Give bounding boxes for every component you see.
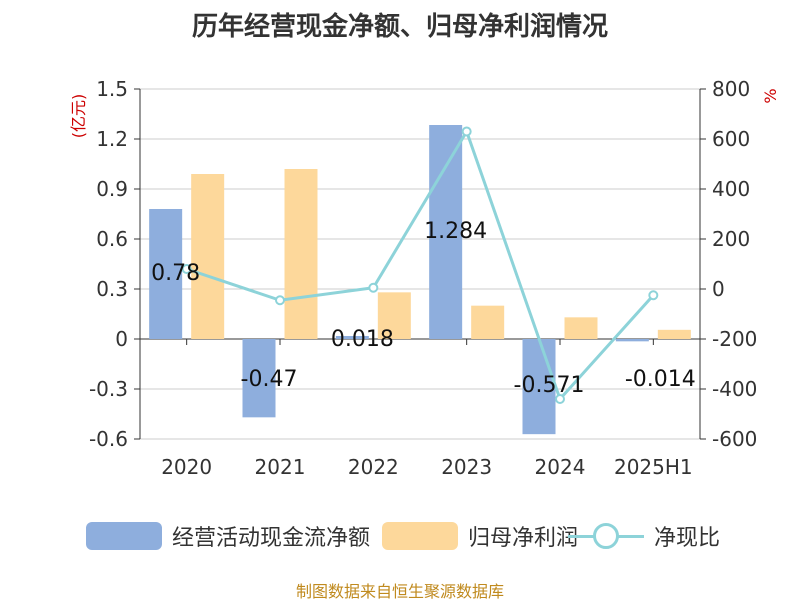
x-axis-tick-label: 2025H1 bbox=[614, 455, 693, 479]
source-note: 制图数据来自恒生聚源数据库 bbox=[295, 582, 504, 601]
legend-swatch-net-profit bbox=[382, 522, 458, 550]
bar-net-profit bbox=[191, 174, 225, 339]
x-axis-tick-label: 2023 bbox=[441, 455, 492, 479]
right-axis-label: % bbox=[761, 88, 780, 103]
bar-net-profit bbox=[657, 329, 691, 339]
chart-canvas: -0.6 -0.3 0 0.3 0.6 0.9 1.2 1.5 -600 -400 -200 0 200… bbox=[69, 77, 780, 479]
legend-swatch-operating-cash-flow bbox=[86, 522, 162, 550]
legend: 经营活动现金流净额 归母净利润 净现比 bbox=[0, 518, 800, 554]
legend-item-operating-cash-flow[interactable]: 经营活动现金流净额 bbox=[86, 518, 370, 554]
bar-operating-cash-flow bbox=[522, 339, 556, 435]
point-cash-ratio bbox=[648, 290, 659, 301]
left-axis-label: (亿元) bbox=[69, 94, 88, 139]
left-axis-tick-label: 0.9 bbox=[96, 177, 128, 201]
data-label-operating-cash-flow: 0.78 bbox=[151, 261, 200, 286]
bar-net-profit bbox=[284, 169, 318, 339]
left-axis-tick-label: 1.5 bbox=[96, 77, 128, 101]
right-axis-tick-label: -200 bbox=[712, 327, 757, 351]
bar-operating-cash-flow bbox=[149, 209, 183, 339]
right-axis-tick-label: 0 bbox=[712, 277, 725, 301]
line-cash-ratio bbox=[186, 127, 655, 402]
x-axis-tick-label: 2020 bbox=[161, 455, 212, 479]
point-cash-ratio bbox=[181, 264, 192, 274]
legend-item-net-profit[interactable]: 归母净利润 bbox=[382, 518, 578, 554]
left-axis-tick-label: -0.6 bbox=[89, 427, 128, 451]
left-axis-tick-label: 0 bbox=[115, 327, 128, 351]
legend-item-cash-ratio[interactable]: 净现比 bbox=[568, 518, 720, 554]
point-cash-ratio bbox=[461, 126, 472, 137]
bar-net-profit bbox=[564, 317, 598, 339]
x-axis-tick-label: 2024 bbox=[535, 455, 586, 479]
data-label-operating-cash-flow: -0.47 bbox=[241, 367, 298, 392]
left-axis-tick-label: 0.3 bbox=[96, 277, 128, 301]
right-axis-tick-label: -600 bbox=[712, 427, 757, 451]
right-axis-tick-label: 200 bbox=[712, 227, 750, 251]
left-axis-tick-label: 1.2 bbox=[96, 127, 128, 151]
bar-operating-cash-flow bbox=[242, 339, 276, 418]
left-axis-tick-label: 0.6 bbox=[96, 227, 128, 251]
legend-line-marker-icon bbox=[568, 522, 644, 550]
x-axis-tick-label: 2021 bbox=[255, 455, 306, 479]
right-axis-tick-label: 800 bbox=[712, 77, 750, 101]
point-cash-ratio bbox=[555, 394, 565, 404]
bar-net-profit bbox=[377, 292, 411, 339]
legend-label-operating-cash-flow: 经营活动现金流净额 bbox=[172, 526, 371, 551]
bar-operating-cash-flow bbox=[615, 339, 649, 342]
data-label-operating-cash-flow: 1.284 bbox=[424, 219, 487, 244]
left-axis-tick-label: -0.3 bbox=[89, 377, 128, 401]
right-axis-tick-label: 400 bbox=[712, 177, 750, 201]
point-cash-ratio bbox=[368, 282, 379, 293]
point-cash-ratio bbox=[275, 295, 285, 306]
x-axis-tick-label: 2022 bbox=[348, 455, 399, 479]
data-label-operating-cash-flow: -0.014 bbox=[625, 367, 696, 392]
legend-label-net-profit: 归母净利润 bbox=[468, 526, 579, 551]
right-axis-tick-label: 600 bbox=[712, 127, 750, 151]
chart-title: 历年经营现金净额、归母净利润情况 bbox=[191, 12, 608, 42]
data-label-operating-cash-flow: -0.571 bbox=[514, 373, 585, 398]
bar-operating-cash-flow bbox=[429, 125, 463, 339]
bar-operating-cash-flow bbox=[335, 336, 369, 339]
data-label-operating-cash-flow: 0.018 bbox=[331, 327, 394, 352]
legend-label-cash-ratio: 净现比 bbox=[654, 526, 721, 551]
right-axis-tick-label: -400 bbox=[712, 377, 757, 401]
bar-net-profit bbox=[471, 305, 505, 339]
